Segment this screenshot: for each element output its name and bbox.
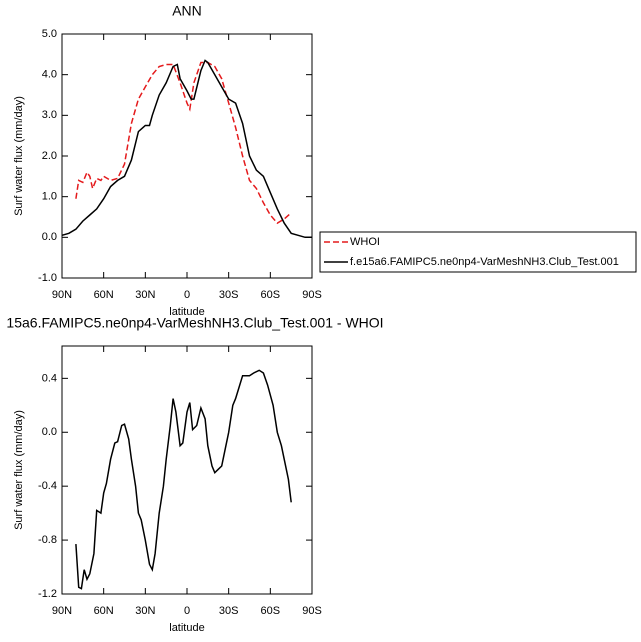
y-tick-label: -0.4: [38, 480, 57, 492]
plot-frame: [61, 33, 313, 279]
x-tick-label: 30N: [135, 605, 155, 617]
x-tick-label: 30S: [219, 605, 239, 617]
x-tick-label: 60S: [261, 289, 281, 301]
legend-box: [319, 231, 637, 273]
x-axis-label: latitude: [169, 622, 204, 634]
y-axis-label: Surf water flux (mm/day): [13, 410, 25, 530]
plot-frame: [61, 345, 313, 595]
x-tick-label: 30N: [135, 289, 155, 301]
y-tick-label: 0.0: [42, 231, 57, 243]
y-axis-label: Surf water flux (mm/day): [13, 96, 25, 216]
x-tick-label: 60N: [94, 605, 114, 617]
x-tick-label: 90N: [52, 289, 72, 301]
x-tick-label: 90N: [52, 605, 72, 617]
x-tick-label: 0: [184, 289, 190, 301]
y-tick-label: 2.0: [42, 150, 57, 162]
y-tick-label: -1.0: [38, 272, 57, 284]
x-axis-label: latitude: [169, 306, 204, 318]
legend-label: WHOI: [350, 236, 380, 248]
x-tick-label: 60N: [94, 289, 114, 301]
y-tick-label: 0.4: [42, 372, 57, 384]
series-line: [75, 369, 292, 590]
x-tick-label: 30S: [219, 289, 239, 301]
y-tick-label: -1.2: [38, 588, 57, 600]
legend-label: f.e15a6.FAMIPC5.ne0np4-VarMeshNH3.Club_T…: [350, 256, 619, 268]
y-tick-label: 5.0: [42, 28, 57, 40]
x-tick-label: 90S: [302, 605, 322, 617]
x-tick-label: 0: [184, 605, 190, 617]
chart-title: 15a6.FAMIPC5.ne0np4-VarMeshNH3.Club_Test…: [6, 315, 383, 331]
y-tick-label: -0.8: [38, 534, 57, 546]
series-line: [75, 61, 292, 225]
y-tick-label: 4.0: [42, 69, 57, 81]
y-tick-label: 3.0: [42, 109, 57, 121]
series-line: [61, 59, 312, 239]
x-tick-label: 90S: [302, 289, 322, 301]
y-tick-label: 1.0: [42, 191, 57, 203]
x-tick-label: 60S: [261, 605, 281, 617]
chart-title: ANN: [172, 3, 202, 19]
y-tick-label: 0.0: [42, 426, 57, 438]
